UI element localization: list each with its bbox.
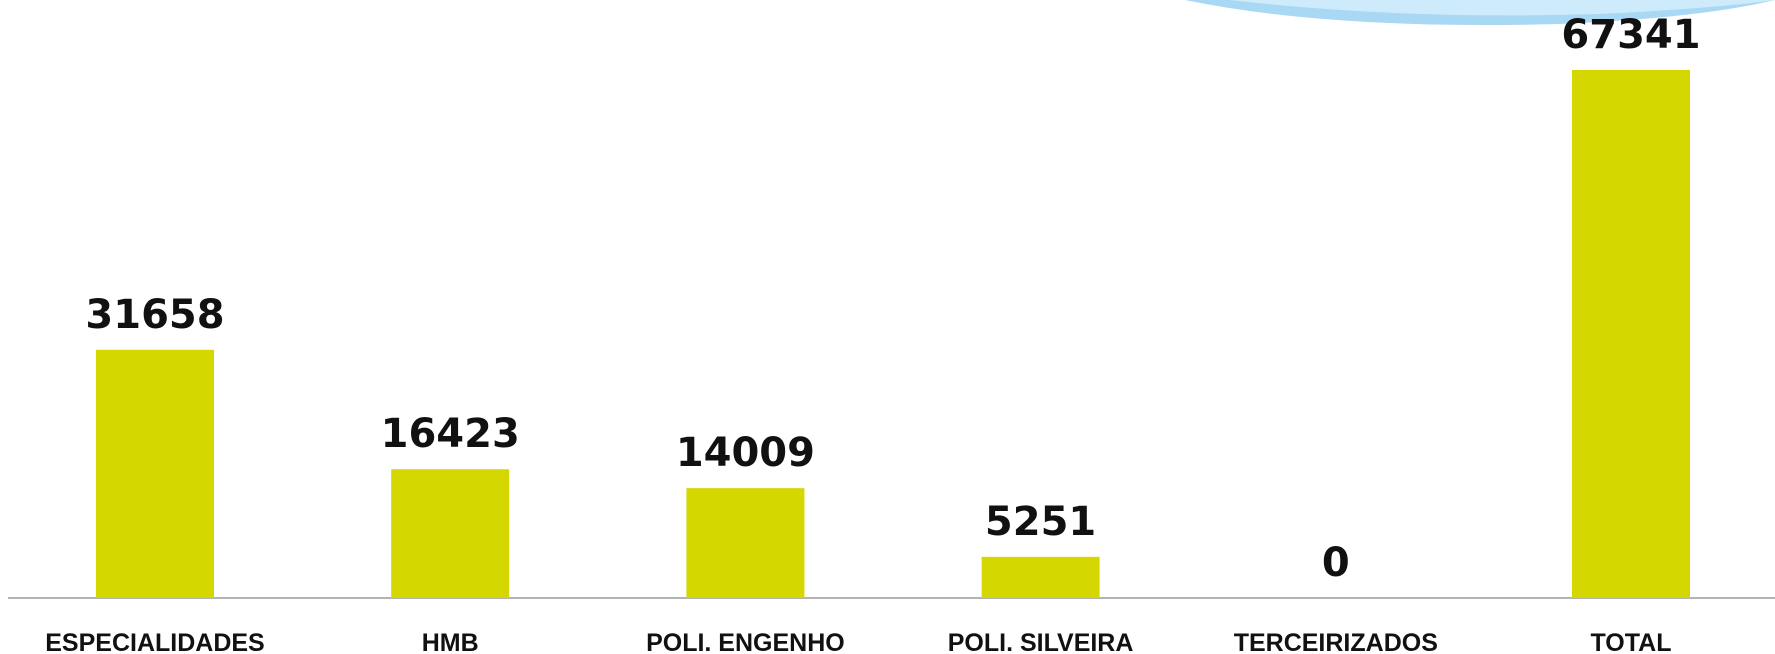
x-tick-label: HMB xyxy=(422,629,479,654)
bar xyxy=(686,488,805,598)
bar xyxy=(96,349,214,598)
decorative-swoosh-light xyxy=(1230,0,1775,16)
value-label: 14009 xyxy=(676,430,815,476)
value-label: 5251 xyxy=(985,499,1096,545)
value-label: 31658 xyxy=(85,292,224,338)
x-tick-label: POLI. SILVEIRA xyxy=(948,629,1134,654)
x-tick-label: TOTAL xyxy=(1590,629,1671,654)
value-label: 67341 xyxy=(1561,12,1700,58)
bar xyxy=(391,469,510,598)
value-label: 16423 xyxy=(381,411,520,457)
x-tick-label: POLI. ENGENHO xyxy=(646,629,845,654)
x-tick-label: TERCEIRIZADOS xyxy=(1234,629,1438,654)
value-label: 0 xyxy=(1322,540,1350,586)
x-tick-label: ESPECIALIDADES xyxy=(45,629,264,654)
bar xyxy=(981,556,1100,598)
bar xyxy=(1572,70,1690,598)
